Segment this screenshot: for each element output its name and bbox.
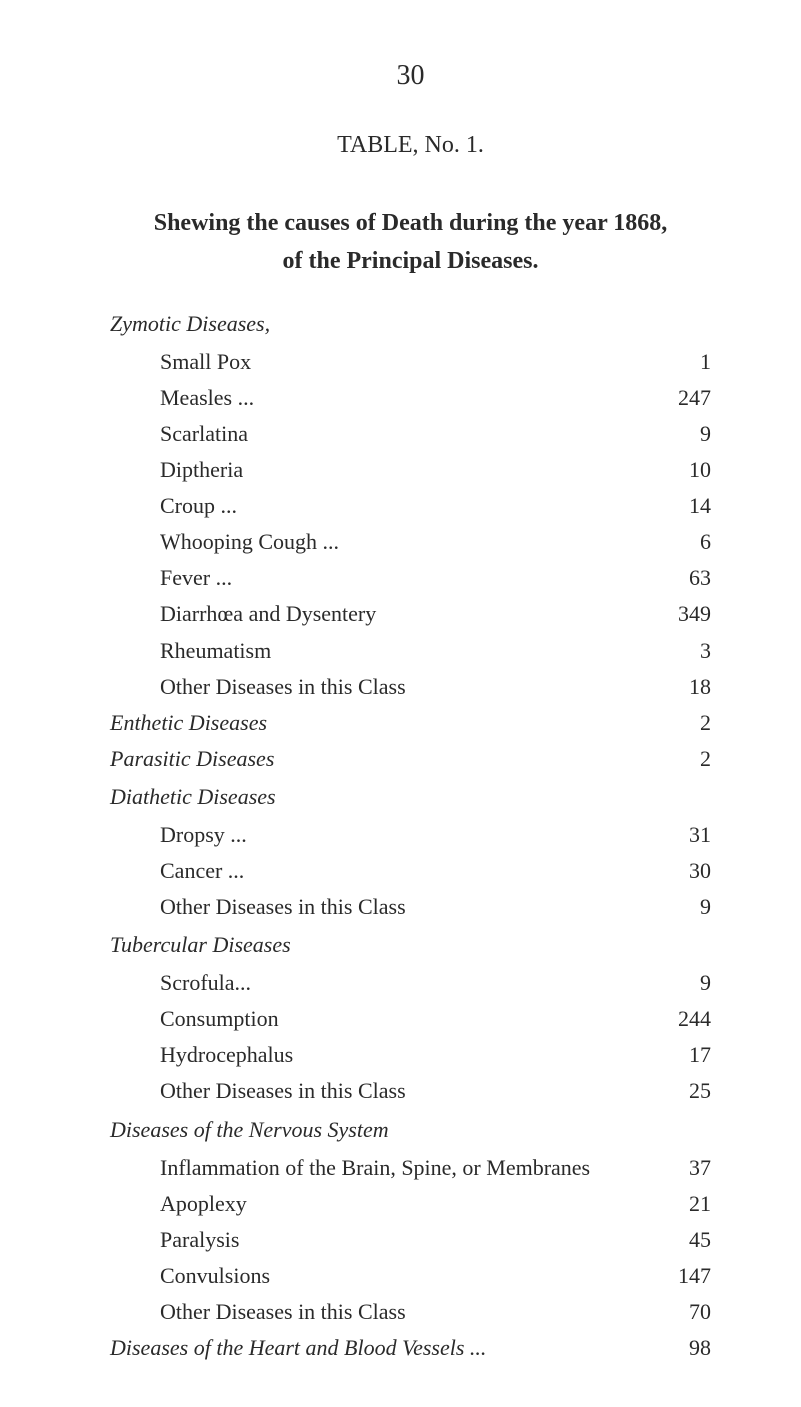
- table-row: Hydrocephalus 17: [110, 1038, 711, 1072]
- entry-value: 349: [641, 597, 711, 631]
- section-heading-nervous: Diseases of the Nervous System: [110, 1117, 711, 1143]
- entry-label: Whooping Cough ...: [110, 525, 339, 559]
- table-row: Scarlatina 9: [110, 417, 711, 451]
- page-number: 30: [110, 60, 711, 92]
- page-container: 30 TABLE, No. 1. Shewing the causes of D…: [0, 0, 801, 1407]
- entry-value: 9: [641, 966, 711, 1000]
- entry-value: 37: [641, 1151, 711, 1185]
- table-row: Other Diseases in this Class 70: [110, 1295, 711, 1329]
- main-title-line2: of the Principal Diseases.: [283, 248, 539, 274]
- entry-label: Croup ...: [110, 489, 237, 523]
- table-row: Measles ... 247: [110, 381, 711, 415]
- table-row: Convulsions 147: [110, 1259, 711, 1293]
- entry-label: Consumption: [110, 1002, 279, 1036]
- main-title-line1: Shewing the causes of Death during the y…: [154, 210, 668, 236]
- table-row: Apoplexy 21: [110, 1187, 711, 1221]
- entry-label: Other Diseases in this Class: [110, 890, 406, 924]
- main-title: Shewing the causes of Death during the y…: [110, 204, 711, 281]
- table-row: Diseases of the Heart and Blood Vessels …: [110, 1331, 711, 1365]
- entry-value: 30: [641, 854, 711, 888]
- entry-value: 9: [641, 417, 711, 451]
- entry-label: Other Diseases in this Class: [110, 670, 406, 704]
- table-row: Inflammation of the Brain, Spine, or Mem…: [110, 1151, 711, 1185]
- entry-label: Cancer ...: [110, 854, 244, 888]
- entry-value: 17: [641, 1038, 711, 1072]
- entry-label: Measles ...: [110, 381, 254, 415]
- table-row: Rheumatism 3: [110, 634, 711, 668]
- entry-label: Scrofula...: [110, 966, 251, 1000]
- entry-label: Fever ...: [110, 561, 232, 595]
- table-row: Parasitic Diseases 2: [110, 742, 711, 776]
- entry-label: Convulsions: [110, 1259, 270, 1293]
- entry-value: 3: [641, 634, 711, 668]
- table-row: Whooping Cough ... 6: [110, 525, 711, 559]
- table-row: Croup ... 14: [110, 489, 711, 523]
- table-row: Other Diseases in this Class 9: [110, 890, 711, 924]
- table-row: Scrofula... 9: [110, 966, 711, 1000]
- entry-label: Rheumatism: [110, 634, 271, 668]
- entry-label: Dropsy ...: [110, 818, 247, 852]
- table-row: Cancer ... 30: [110, 854, 711, 888]
- entry-value: 25: [641, 1074, 711, 1108]
- section-heading-diathetic: Diathetic Diseases: [110, 784, 711, 810]
- entry-label: Inflammation of the Brain, Spine, or Mem…: [110, 1151, 590, 1185]
- entry-value: 2: [641, 706, 711, 740]
- table-row: Enthetic Diseases 2: [110, 706, 711, 740]
- entry-value: 244: [641, 1002, 711, 1036]
- table-row: Paralysis 45: [110, 1223, 711, 1257]
- entry-value: 45: [641, 1223, 711, 1257]
- section-heading-enthetic: Enthetic Diseases: [110, 706, 267, 740]
- entry-label: Diarrhœa and Dysentery: [110, 597, 376, 631]
- entry-value: 63: [641, 561, 711, 595]
- table-row: Other Diseases in this Class 25: [110, 1074, 711, 1108]
- entry-value: 2: [641, 742, 711, 776]
- table-row: Consumption 244: [110, 1002, 711, 1036]
- table-row: Other Diseases in this Class 18: [110, 670, 711, 704]
- table-row: Diarrhœa and Dysentery 349: [110, 597, 711, 631]
- table-row: Dropsy ... 31: [110, 818, 711, 852]
- table-row: Small Pox 1: [110, 345, 711, 379]
- entry-label: Other Diseases in this Class: [110, 1074, 406, 1108]
- entry-value: 247: [641, 381, 711, 415]
- entry-value: 18: [641, 670, 711, 704]
- entry-label: Paralysis: [110, 1223, 239, 1257]
- section-heading-tubercular: Tubercular Diseases: [110, 932, 711, 958]
- table-row: Fever ... 63: [110, 561, 711, 595]
- section-heading-parasitic: Parasitic Diseases: [110, 742, 274, 776]
- entry-label: Other Diseases in this Class: [110, 1295, 406, 1329]
- entry-value: 31: [641, 818, 711, 852]
- table-row: Diptheria 10: [110, 453, 711, 487]
- entry-label: Apoplexy: [110, 1187, 247, 1221]
- entry-value: 147: [641, 1259, 711, 1293]
- table-title: TABLE, No. 1.: [110, 132, 711, 159]
- entry-label: Small Pox: [110, 345, 251, 379]
- entry-value: 98: [641, 1331, 711, 1365]
- entry-value: 21: [641, 1187, 711, 1221]
- entry-value: 1: [641, 345, 711, 379]
- entry-value: 70: [641, 1295, 711, 1329]
- entry-label: Scarlatina: [110, 417, 248, 451]
- section-heading-zymotic: Zymotic Diseases,: [110, 311, 711, 337]
- section-heading-heart: Diseases of the Heart and Blood Vessels …: [110, 1331, 486, 1365]
- entry-value: 10: [641, 453, 711, 487]
- entry-value: 9: [641, 890, 711, 924]
- entry-label: Diptheria: [110, 453, 243, 487]
- entry-value: 14: [641, 489, 711, 523]
- entry-label: Hydrocephalus: [110, 1038, 293, 1072]
- entry-value: 6: [641, 525, 711, 559]
